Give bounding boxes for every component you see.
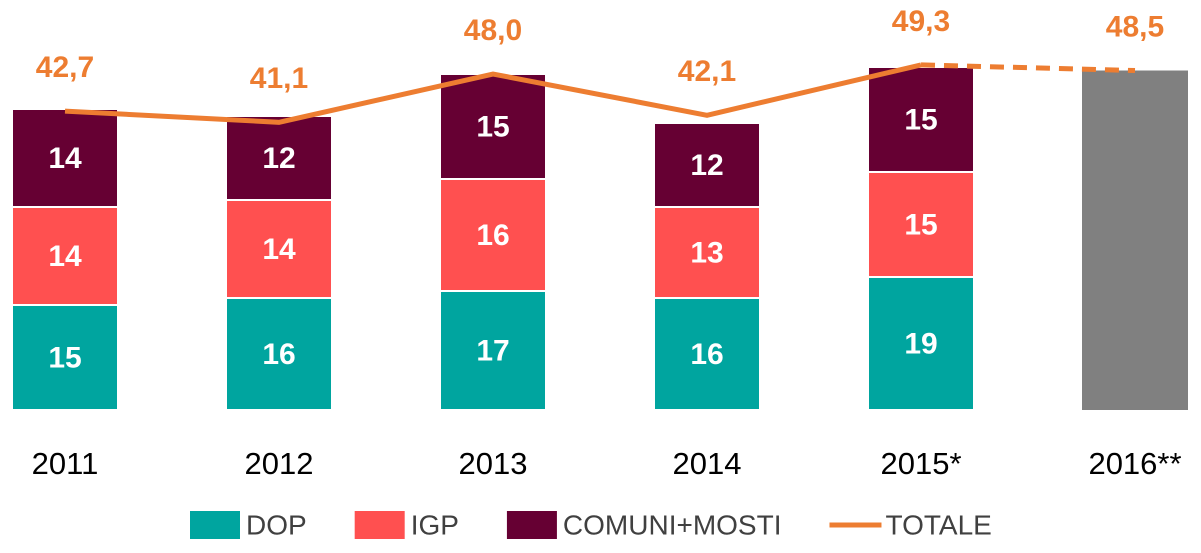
legend-label: COMUNI+MOSTI: [563, 509, 782, 540]
segment-label: 15: [904, 103, 937, 136]
segment-label: 19: [904, 327, 937, 360]
bar-segment: [439, 178, 547, 292]
bar-segment: [11, 108, 119, 208]
segment-label: 15: [48, 341, 81, 374]
x-tick-label: 2013: [459, 446, 528, 481]
bar-segment: [653, 122, 761, 208]
bar-segment: [11, 206, 119, 306]
segment-label: 12: [690, 149, 723, 182]
bar-segment: [225, 297, 333, 411]
bar-segment: [653, 206, 761, 299]
legend-swatch: [190, 511, 240, 539]
segment-label: 15: [476, 110, 509, 143]
x-tick-label: 2015*: [880, 446, 961, 481]
bar-segment: [867, 66, 975, 173]
segment-label: 14: [48, 240, 82, 273]
segment-label: 14: [48, 142, 82, 175]
total-label: 49,3: [892, 5, 950, 38]
segment-label: 13: [690, 236, 723, 269]
segment-label: 17: [476, 334, 509, 367]
total-label: 42,1: [678, 55, 736, 88]
total-label: 42,7: [36, 51, 94, 84]
legend-swatch: [506, 511, 557, 539]
total-line: [64, 62, 922, 125]
segment-label: 15: [904, 208, 937, 241]
x-tick-label: 2011: [32, 446, 99, 481]
bar-segment: [439, 290, 547, 411]
legend-swatch: [354, 511, 405, 539]
segment-label: 14: [262, 233, 296, 266]
bar-segment: [653, 297, 761, 411]
bar-segment: [225, 115, 333, 201]
x-tick-label: 2012: [245, 446, 314, 481]
bar-segment: [225, 199, 333, 299]
segment-label: 16: [262, 338, 295, 371]
segment-label: 16: [690, 338, 723, 371]
legend-label: TOTALE: [885, 509, 991, 540]
bar-segment: [867, 276, 975, 411]
estimate-bar: [1082, 70, 1188, 410]
total-label: 41,1: [250, 62, 308, 95]
x-tick-label: 2016**: [1088, 446, 1181, 481]
legend-label: IGP: [411, 509, 459, 540]
legend-label: DOP: [246, 509, 307, 540]
total-label: 48,5: [1106, 10, 1164, 43]
total-label: 48,0: [464, 14, 522, 47]
bar-segment: [11, 304, 119, 411]
total-line-estimate: [920, 62, 1136, 73]
x-tick-label: 2014: [673, 446, 742, 481]
bar-segment: [439, 73, 547, 180]
segment-label: 16: [476, 219, 509, 252]
segment-label: 12: [262, 142, 295, 175]
